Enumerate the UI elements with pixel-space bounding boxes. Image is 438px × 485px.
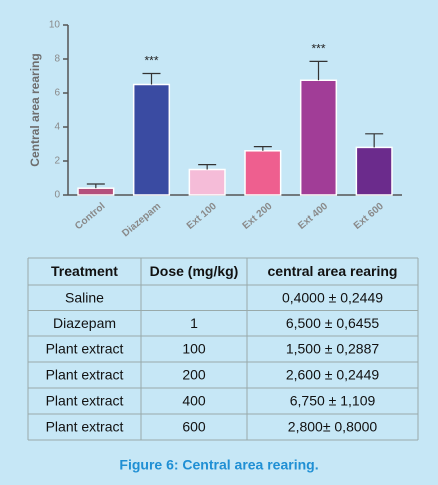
bar [77,187,115,196]
table-cell: 1,500 ± 0,2887 [286,341,380,357]
table-header: Treatment [51,263,118,279]
table-cell: 6,750 ± 1,109 [290,393,376,409]
caption: Figure 6: Central area rearing. [119,457,318,473]
table-cell: Plant extract [46,393,124,409]
table-cell: 2,800± 0,8000 [288,419,378,435]
table-cell: 1 [190,315,198,331]
y-tick-label: 2 [54,156,60,167]
table-cell: 6,500 ± 0,6455 [286,315,380,331]
bar [188,168,226,196]
x-tick-label: Ext 600 [352,201,386,232]
table-cell: Saline [65,289,104,305]
y-tick-label: 0 [54,190,60,201]
table-header: Dose (mg/kg) [150,263,239,279]
significance: *** [144,54,158,68]
bar [132,83,171,196]
table-cell: Plant extract [46,367,124,383]
x-tick-label: Diazepam [120,201,163,240]
y-tick-label: 6 [54,88,60,99]
y-tick-label: 4 [54,122,60,133]
table-cell: 200 [182,367,206,383]
table-cell: 100 [182,341,206,357]
table-cell: 2,600 ± 0,2449 [286,367,380,383]
table-cell: Plant extract [46,341,124,357]
table-cell: 400 [182,393,206,409]
x-tick-label: Ext 100 [185,201,219,232]
y-tick-label: 8 [54,54,60,65]
x-tick-label: Ext 400 [296,201,330,232]
significance: *** [311,42,325,56]
table-header: central area rearing [268,263,398,279]
bar [299,79,338,196]
bar [355,146,393,196]
table-cell: Plant extract [46,419,124,435]
bar [244,150,282,196]
table-cell: Diazepam [53,315,116,331]
y-axis-label: Central area rearing [28,53,42,166]
x-tick-label: Ext 200 [241,201,275,232]
table-cell: 600 [182,419,206,435]
table-cell: 0,4000 ± 0,2449 [282,289,383,305]
x-tick-label: Control [73,201,107,232]
y-tick-label: 10 [49,20,61,31]
